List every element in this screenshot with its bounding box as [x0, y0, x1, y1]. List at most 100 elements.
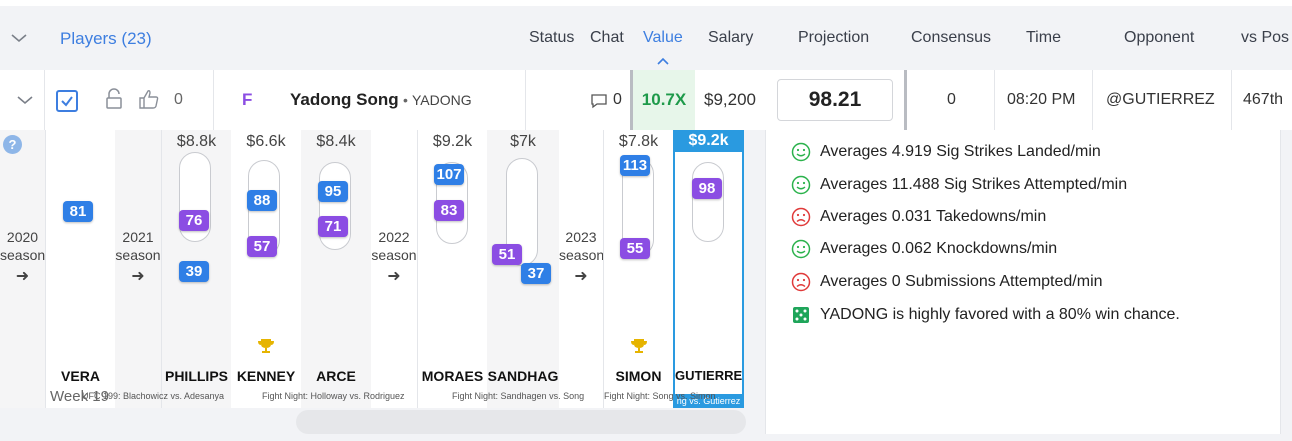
check-icon — [61, 96, 73, 107]
season-marker-2022: 2022 season ➜ — [371, 130, 417, 408]
score-badge: 113 — [620, 155, 650, 176]
insight-item: Averages 0.062 Knockdowns/min — [791, 239, 1057, 259]
column-header-projection[interactable]: Projection — [798, 29, 870, 46]
opponent-name: KENNEY — [236, 368, 296, 384]
insight-item: Averages 11.488 Sig Strikes Attempted/mi… — [791, 175, 1127, 195]
event-name: Fight Night: Sandhagen vs. Song — [452, 391, 585, 401]
event-name: Fight Night: Song vs. Simon — [604, 391, 716, 401]
insight-item: Averages 0.031 Takedowns/min — [791, 207, 1046, 227]
player-row[interactable]: 0 F Yadong Song • YADONG 0 10.7X $9,200 … — [0, 70, 1292, 130]
salary-label: $7k — [510, 133, 536, 150]
help-icon[interactable]: ? — [3, 135, 22, 154]
happy-face-icon — [791, 142, 811, 162]
column-header-vs-pos[interactable]: vs Pos — [1241, 29, 1290, 46]
divider — [1092, 70, 1093, 130]
column-header-salary[interactable]: Salary — [708, 29, 754, 46]
player-insights-panel: Averages 4.919 Sig Strikes Landed/min Av… — [765, 130, 1281, 434]
opponent-name: MORAES — [421, 368, 484, 384]
salary-label: $9.2k — [432, 133, 473, 150]
thumbs-up-icon[interactable] — [138, 88, 160, 110]
column-header-chat[interactable]: Chat — [590, 29, 624, 46]
score-badge: 95 — [318, 181, 348, 202]
arrow-right-icon: ➜ — [131, 268, 145, 285]
fight-column-simon[interactable]: $7.8k 113 55 SIMON — [603, 130, 673, 408]
trophy-icon — [631, 339, 647, 353]
value-cell: 10.7X — [633, 70, 695, 130]
column-header-opponent[interactable]: Opponent — [1124, 29, 1195, 46]
sad-face-icon — [791, 272, 811, 292]
column-header-time[interactable]: Time — [1026, 29, 1061, 46]
score-badge: 107 — [434, 164, 464, 185]
season-marker-2021: 2021 season ➜ — [115, 130, 161, 408]
divider — [904, 70, 907, 130]
season-marker-2020: ? 2020 season ➜ — [0, 130, 45, 408]
opponent-name: GUTIERRE — [675, 368, 742, 383]
player-team: YADONG — [412, 92, 472, 108]
name-separator: • — [403, 92, 408, 108]
range-pill — [692, 162, 724, 242]
sad-face-icon — [791, 207, 811, 227]
projection-badge: 76 — [179, 210, 209, 231]
fight-column-kenney[interactable]: $6.6k 88 57 KENNEY — [231, 130, 301, 408]
player-name[interactable]: Yadong Song — [290, 90, 399, 109]
table-header: Players (23) Status Chat Value Salary Pr… — [0, 6, 1292, 70]
divider — [630, 70, 633, 130]
projection-badge: 83 — [434, 200, 464, 221]
chevron-down-icon[interactable] — [9, 28, 29, 48]
trophy-icon — [258, 339, 274, 353]
position-badge: F — [242, 90, 253, 109]
arrow-right-icon: ➜ — [387, 268, 401, 285]
opponent-name: PHILLIPS — [164, 368, 228, 384]
horizontal-scrollbar-thumb[interactable] — [296, 410, 746, 434]
score-badge: 39 — [179, 261, 209, 282]
insight-text: Averages 0.062 Knockdowns/min — [820, 240, 1058, 257]
players-group-toggle[interactable]: Players (23) — [60, 29, 152, 48]
chat-bubble-icon[interactable] — [590, 93, 608, 109]
projection-badge: 51 — [492, 244, 522, 265]
projection-badge: 57 — [247, 236, 277, 257]
salary-label: $8.4k — [316, 133, 356, 150]
opponent-name: SANDHAG — [487, 368, 559, 384]
arrow-right-icon: ➜ — [574, 268, 588, 285]
fight-column-sandhagen[interactable]: $7k 51 37 SANDHAG — [487, 130, 559, 408]
fight-column-moraes[interactable]: $9.2k 107 83 MORAES — [417, 130, 487, 408]
divider — [213, 70, 214, 130]
opponent-value[interactable]: @GUTIERREZ — [1106, 91, 1215, 108]
fight-column-gutierrez-selected[interactable]: $9.2k 98 GUTIERRE ng vs. Gutierrez — [673, 130, 744, 408]
season-label: 2023 season — [559, 229, 605, 263]
fight-time: 08:20 PM — [1007, 91, 1076, 108]
column-header-status[interactable]: Status — [529, 29, 575, 46]
fight-column-phillips[interactable]: $8.8k 76 39 PHILLIPS — [161, 130, 231, 408]
sort-ascending-icon — [657, 57, 669, 65]
happy-face-icon — [791, 175, 811, 195]
projection-badge: 98 — [692, 178, 722, 199]
insight-item: Averages 0 Submissions Attempted/min — [791, 272, 1103, 292]
salary-label: $7.8k — [618, 133, 659, 150]
season-label: 2020 season — [0, 229, 46, 263]
divider — [525, 70, 526, 130]
arrow-right-icon: ➜ — [15, 268, 30, 285]
fight-history-panel: ? 2020 season ➜ 81 VERA 2021 season ➜ $8.8… — [0, 130, 744, 408]
like-count: 0 — [174, 91, 183, 108]
fight-column-vera[interactable]: 81 VERA — [45, 130, 115, 408]
projection-input[interactable]: 98.21 — [777, 79, 893, 121]
column-header-consensus[interactable]: Consensus — [911, 29, 992, 46]
insight-text: Averages 0 Submissions Attempted/min — [820, 273, 1103, 290]
column-header-value[interactable]: Value — [643, 29, 683, 46]
score-badge: 81 — [63, 201, 93, 222]
season-marker-2023: 2023 season ➜ — [559, 130, 605, 408]
season-label: 2022 season — [371, 229, 417, 263]
salary-value: $9,200 — [704, 90, 756, 109]
salary-label: $6.6k — [246, 133, 286, 150]
insight-text: Averages 0.031 Takedowns/min — [820, 208, 1047, 225]
salary-label: $9.2k — [675, 130, 742, 152]
event-name: UFC 199: Blachowicz vs. Adesanya — [82, 391, 225, 401]
week-label: Week 19 — [50, 388, 109, 405]
consensus-value: 0 — [947, 91, 956, 108]
event-name: Fight Night: Holloway vs. Rodriguez — [262, 391, 405, 401]
season-label: 2021 season — [115, 229, 161, 263]
fight-column-arce[interactable]: $8.4k 95 71 ARCE — [301, 130, 371, 408]
lock-icon[interactable] — [105, 88, 123, 110]
select-checkbox[interactable] — [56, 90, 78, 112]
chevron-down-icon[interactable] — [15, 90, 35, 110]
